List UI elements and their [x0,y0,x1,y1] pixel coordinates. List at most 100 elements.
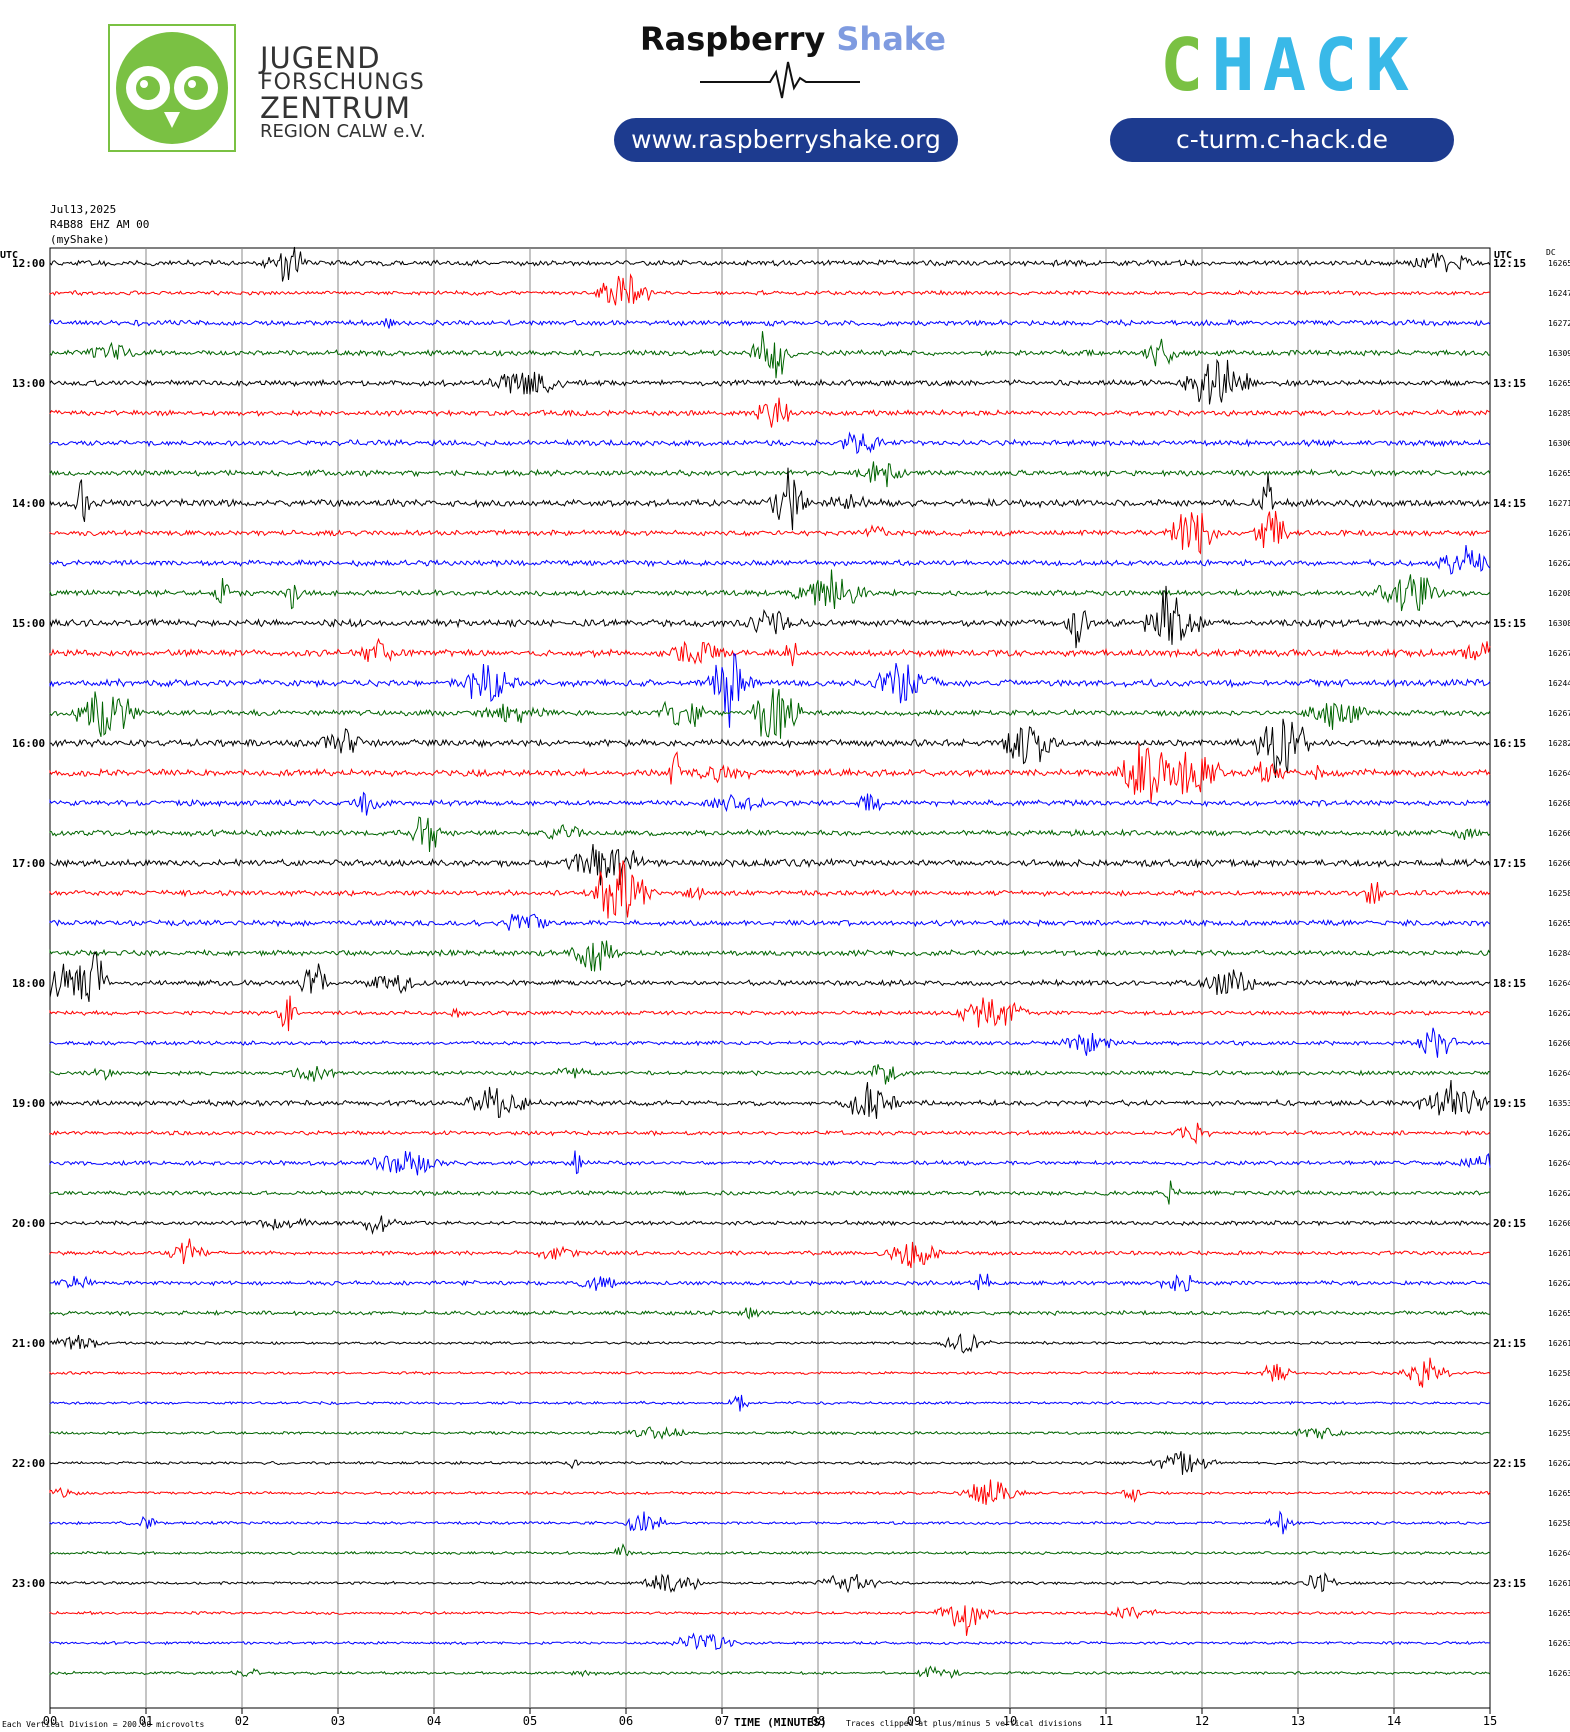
dc-offset-label: 16309 [1548,349,1570,358]
dc-offset-label: 16265 [1548,1309,1570,1318]
hour-label-right: 13:15 [1493,377,1526,390]
trace-line [50,461,1490,487]
dc-offset-label: 16261 [1548,1579,1570,1588]
hour-label-left: 14:00 [12,497,45,510]
dc-offset-label: 16271 [1548,499,1570,508]
dc-offset-label: 16267 [1548,709,1570,718]
trace-line [50,1181,1490,1205]
dc-offset-label: 16262 [1548,559,1570,568]
x-tick-label: 07 [715,1714,729,1728]
hour-label-left: 23:00 [12,1577,45,1590]
trace-line [50,1427,1490,1439]
trace-line [50,1605,1490,1635]
trace-line [50,688,1490,739]
x-tick-label: 03 [331,1714,345,1728]
dc-offset-label: 16284 [1548,949,1570,958]
x-tick-label: 05 [523,1714,537,1728]
hour-label-right: 16:15 [1493,737,1526,750]
trace-line [50,844,1490,885]
x-tick-label: 11 [1099,1714,1113,1728]
hour-label-right: 22:15 [1493,1457,1526,1470]
trace-line [50,1123,1490,1143]
dc-offset-label: 16306 [1548,439,1570,448]
dc-offset-label: 16261 [1548,1249,1570,1258]
trace-line [50,1480,1490,1505]
dc-offset-label: 16263 [1548,1639,1570,1648]
dc-offset-label: 16259 [1548,1429,1570,1438]
hour-label-right: 19:15 [1493,1097,1526,1110]
hour-label-right: 21:15 [1493,1337,1526,1350]
dc-offset-label: 16262 [1548,1459,1570,1468]
dc-offset-label: 16353 [1548,1099,1570,1108]
dc-offset-label: 16264 [1548,979,1570,988]
x-tick-label: 15 [1483,1714,1497,1728]
trace-line [50,639,1490,666]
hour-label-right: 12:15 [1493,257,1526,270]
dc-offset-label: 16266 [1548,859,1570,868]
dc-offset-label: 16260 [1548,1219,1570,1228]
hour-label-left: 19:00 [12,1097,45,1110]
plot-frame [50,248,1490,1708]
trace-line [50,318,1490,328]
trace-line [50,793,1490,816]
trace-line [50,586,1490,648]
trace-line [50,1239,1490,1268]
trace-line [50,1064,1490,1084]
hour-label-left: 13:00 [12,377,45,390]
trace-line [50,861,1490,919]
dc-offset-label: 16267 [1548,529,1570,538]
hour-label-right: 23:15 [1493,1577,1526,1590]
trace-line [50,1667,1490,1678]
dc-offset-label: 16265 [1548,469,1570,478]
trace-line [50,247,1490,282]
dc-offset-label: 16262 [1548,1279,1570,1288]
dc-offset-label: 16267 [1548,649,1570,658]
hour-label-right: 18:15 [1493,977,1526,990]
dc-offset-label: 16262 [1548,1189,1570,1198]
dc-offset-label: 16265 [1548,379,1570,388]
trace-line [50,468,1490,531]
dc-offset-label: 16262 [1548,1009,1570,1018]
dc-offset-label: 16262 [1548,1129,1570,1138]
dc-offset-label: 16265 [1548,919,1570,928]
x-tick-label: 04 [427,1714,441,1728]
trace-line [50,275,1490,305]
hour-label-right: 14:15 [1493,497,1526,510]
hour-label-left: 12:00 [12,257,45,270]
dc-offset-label: 16262 [1548,1399,1570,1408]
trace-line [50,1028,1490,1058]
hour-label-right: 17:15 [1493,857,1526,870]
hour-label-left: 15:00 [12,617,45,630]
dc-offset-label: 16265 [1548,1489,1570,1498]
x-tick-label: 12 [1195,1714,1209,1728]
trace-line [50,570,1490,612]
trace-line [50,1216,1490,1234]
trace-line [50,1512,1490,1535]
x-tick-label: 06 [619,1714,633,1728]
dc-offset-label: 16258 [1548,1519,1570,1528]
trace-line [50,654,1490,728]
dc-offset-label: 16272 [1548,319,1570,328]
dc-offset-label: 16282 [1548,739,1570,748]
dc-offset-label: 16265 [1548,259,1570,268]
trace-line [50,1358,1490,1388]
dc-offset-label: 16264 [1548,769,1570,778]
hour-label-left: 22:00 [12,1457,45,1470]
dc-offset-label: 16264 [1548,1159,1570,1168]
footer-scale-note: Each Vertical Division = 200.00 microvol… [2,1720,204,1729]
trace-line [50,1274,1490,1291]
dc-offset-label: 16263 [1548,1669,1570,1678]
dc-offset-label: 16268 [1548,799,1570,808]
trace-line [50,1395,1490,1412]
footer-clip-note: Traces clipped at plus/minus 5 vertical … [846,1719,1082,1728]
trace-line [50,331,1490,378]
dc-offset-label: 16266 [1548,829,1570,838]
trace-line [50,1151,1490,1176]
hour-label-left: 20:00 [12,1217,45,1230]
dc-offset-label: 16208 [1548,589,1570,598]
trace-line [50,1080,1490,1119]
trace-line [50,1574,1490,1592]
trace-line [50,996,1490,1032]
dc-offset-label: 16308 [1548,619,1570,628]
dc-offset-label: 16264 [1548,1069,1570,1078]
